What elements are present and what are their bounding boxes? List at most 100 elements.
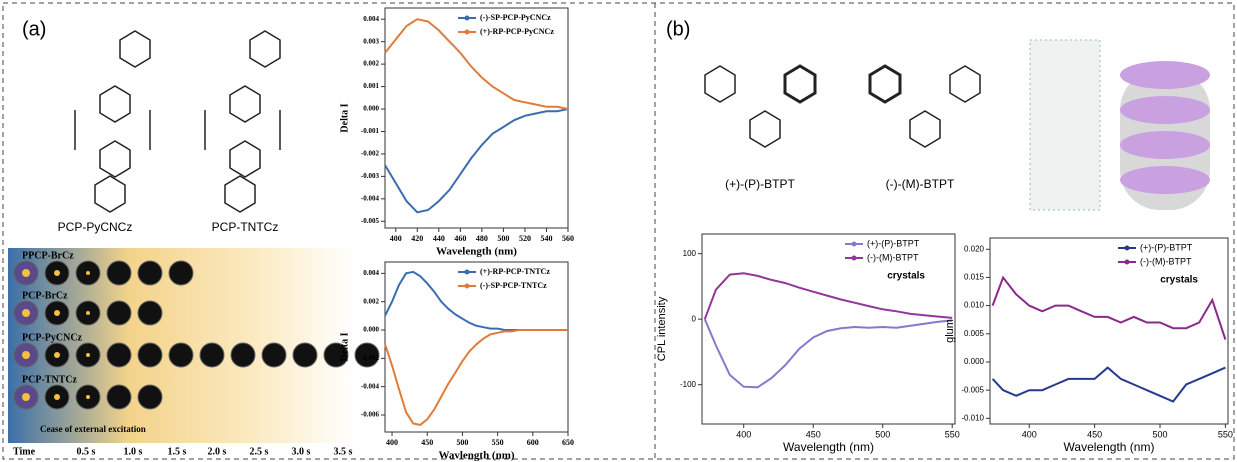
annotation: crystals <box>1160 275 1198 286</box>
row-label: PCP-PyCNCz <box>22 332 83 343</box>
y-tick-label: 100 <box>683 249 697 258</box>
y-tick-label: 0.003 <box>363 37 379 45</box>
x-tick-label: 440 <box>433 234 445 243</box>
emission-glow <box>54 270 60 276</box>
row-label: PCP-TNTCz <box>22 374 78 385</box>
x-tick-label: 600 <box>527 438 539 447</box>
y-tick-label: 0.015 <box>964 273 985 282</box>
legend-marker <box>464 15 470 21</box>
x-tick-label: 400 <box>1022 429 1037 439</box>
time-label: 2.0 s <box>208 446 227 457</box>
y-tick-label: 0.000 <box>964 357 985 366</box>
y-axis-label: CPL intensity <box>656 296 668 361</box>
emission-photo <box>354 342 380 368</box>
legend-marker <box>464 283 470 289</box>
y-tick-label: 0.010 <box>964 301 985 310</box>
emission-glow <box>86 395 90 399</box>
x-tick-label: 400 <box>386 438 398 447</box>
row-label: PCP-BrCz <box>22 290 68 301</box>
x-tick-label: 450 <box>806 429 821 439</box>
molecule-label: (+)-(P)-BTPT <box>725 177 795 191</box>
emission-photo <box>168 260 194 286</box>
legend-label: (-)-SP-PCP-TNTCz <box>480 281 547 290</box>
y-tick-label: -0.005 <box>961 385 984 394</box>
emission-photo <box>137 384 163 410</box>
y-tick-label: 0.005 <box>964 329 985 338</box>
series-line <box>384 329 568 426</box>
series-line <box>991 275 1227 340</box>
y-tick-label: -0.010 <box>961 413 984 422</box>
molecule-label: (-)-(M)-BTPT <box>886 177 955 191</box>
y-tick-label: 0.001 <box>363 82 379 90</box>
emission-glow <box>86 311 90 315</box>
x-tick-label: 520 <box>519 234 531 243</box>
series-line <box>384 18 569 110</box>
emission-glow <box>54 352 60 358</box>
legend-label: (+)-(P)-BTPT <box>1140 242 1193 252</box>
x-axis-label: Wavelength (nm) <box>436 246 517 258</box>
x-tick-label: 420 <box>411 234 423 243</box>
emission-photo <box>230 342 256 368</box>
chart: 0.004 0.003 0.002 0.001 0.000 -0.001 -0.002 -0.… <box>339 7 574 258</box>
emission-glow <box>86 271 90 275</box>
emission-photo <box>168 342 194 368</box>
legend-label: (+)-(P)-BTPT <box>867 238 920 248</box>
molecule-sketches <box>74 30 981 213</box>
y-tick-label: -0.006 <box>361 411 380 419</box>
emission-photo <box>106 342 132 368</box>
y-axis-label: Delta I <box>339 103 350 132</box>
y-tick-label: -100 <box>680 380 697 389</box>
time-label: 3.0 s <box>292 446 311 457</box>
y-tick-label: -0.004 <box>361 382 380 390</box>
legend-marker <box>851 241 857 247</box>
x-axis-label: Wavlength (nm) <box>438 450 514 462</box>
molecule-label: PCP-TNTCz <box>212 220 279 234</box>
y-tick-label: 0.000 <box>363 326 379 334</box>
y-tick-label: -0.003 <box>361 172 380 180</box>
x-tick-label: 450 <box>1087 429 1102 439</box>
x-axis-label: Wavelength (nm) <box>1064 440 1155 454</box>
emission-photo <box>261 342 287 368</box>
y-tick-label: 0 <box>692 314 697 323</box>
plot-frame <box>701 233 956 425</box>
chart: 0.004 0.002 0.000 -0.002 -0.004 -0.006 400 450 5… <box>339 261 574 462</box>
y-tick-label: 0.002 <box>363 60 379 68</box>
y-tick-label: 0.000 <box>363 105 379 113</box>
emission-photo <box>106 300 132 326</box>
x-tick-label: 500 <box>875 429 890 439</box>
legend-label: (-)-(M)-BTPT <box>1140 256 1192 266</box>
x-tick-label: 450 <box>421 438 433 447</box>
y-tick-label: -0.002 <box>361 150 380 158</box>
x-tick-label: 650 <box>562 438 574 447</box>
legend-marker <box>1124 259 1130 265</box>
emission-photo <box>323 342 349 368</box>
y-tick-label: 0.004 <box>363 269 379 277</box>
emission-photo <box>137 260 163 286</box>
time-label: 3.5 s <box>334 446 353 457</box>
molecule-label: PCP-PyCNCz <box>58 220 133 234</box>
emission-photo <box>106 384 132 410</box>
y-tick-label: -0.004 <box>361 194 380 202</box>
legend-marker <box>464 269 470 275</box>
y-axis-label: Delta I <box>339 332 350 361</box>
annotation: crystals <box>887 271 925 282</box>
chart: 0.020 0.015 0.010 0.005 0.000 -0.005 -0.010 400… <box>944 237 1233 454</box>
x-tick-label: 550 <box>1218 429 1233 439</box>
y-tick-label: 0.002 <box>363 297 379 305</box>
time-label: 0.5 s <box>77 446 96 457</box>
afterglow: PPCP-BrCz PCP-BrCz PCP-PyCNCz PCP-TNTCz Ceas… <box>13 250 380 457</box>
y-tick-label: 0.004 <box>363 15 379 23</box>
charts: 0.004 0.003 0.002 0.001 0.000 -0.001 -0.002 -0.… <box>339 7 1233 462</box>
emission-glow <box>22 269 30 277</box>
y-tick-label: -0.005 <box>361 217 380 225</box>
note: Cease of external excitation <box>40 424 146 434</box>
series-line <box>703 318 953 389</box>
legend-label: (+)-RP-PCP-PyCNCz <box>480 27 554 36</box>
x-tick-label: 540 <box>540 234 552 243</box>
emission-photo <box>292 342 318 368</box>
x-tick-label: 550 <box>492 438 504 447</box>
chart: 100 0 -100 400 450 500 550 Wavelength (nm) CPL i… <box>656 233 960 454</box>
legend-label: (-)-(M)-BTPT <box>867 252 919 262</box>
y-tick-label: -0.001 <box>361 127 380 135</box>
